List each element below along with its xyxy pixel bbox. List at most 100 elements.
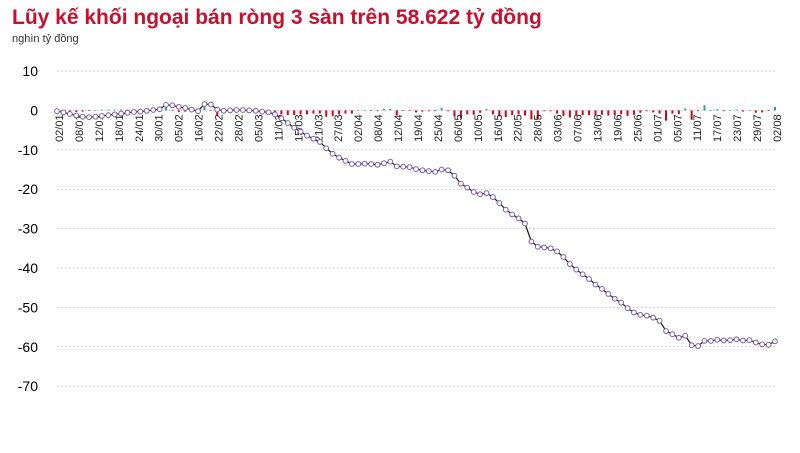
data-point <box>227 107 233 114</box>
data-point <box>438 166 445 173</box>
data-point <box>54 108 60 115</box>
x-tick-label: 27/03 <box>333 114 345 142</box>
data-point <box>714 336 721 343</box>
daily-bar <box>632 110 635 115</box>
daily-bar <box>767 110 770 111</box>
x-tick-label: 05/03 <box>253 114 265 142</box>
x-tick-label: 02/08 <box>772 114 784 142</box>
y-tick-label: 10 <box>22 63 38 79</box>
data-point <box>368 161 375 167</box>
data-point <box>547 245 554 252</box>
daily-bar <box>671 110 674 114</box>
x-tick-label: 22/02 <box>214 114 226 142</box>
daily-bar <box>543 110 546 112</box>
daily-bar <box>312 110 315 114</box>
data-point <box>214 106 221 113</box>
daily-bar <box>453 110 456 116</box>
data-point <box>656 317 663 324</box>
data-point <box>669 331 676 338</box>
data-point <box>381 160 387 167</box>
daily-bar <box>389 108 392 111</box>
y-tick-label: -20 <box>18 181 38 197</box>
data-point <box>150 107 157 113</box>
data-point <box>348 161 355 167</box>
daily-bar <box>754 110 757 113</box>
daily-bar <box>588 110 591 116</box>
daily-bar <box>504 110 507 118</box>
daily-bar <box>280 110 283 115</box>
daily-bar <box>530 110 533 120</box>
daily-bar <box>415 110 417 113</box>
data-point <box>400 163 407 170</box>
data-point <box>490 194 496 200</box>
data-point <box>163 101 169 108</box>
daily-bar <box>376 110 379 112</box>
data-point <box>278 115 285 122</box>
daily-bar <box>658 110 661 114</box>
y-tick-label: -40 <box>18 260 38 276</box>
daily-bar <box>299 110 302 115</box>
data-point <box>304 132 310 139</box>
daily-bar <box>440 108 443 111</box>
x-tick-label: 16/05 <box>493 114 505 142</box>
data-point <box>86 114 92 120</box>
data-point <box>618 299 625 306</box>
data-point <box>611 295 618 302</box>
data-point <box>131 109 137 115</box>
daily-bar <box>293 110 296 116</box>
daily-bar <box>741 110 744 112</box>
data-point <box>240 107 246 113</box>
y-tick-label: -10 <box>18 142 38 158</box>
daily-bar <box>575 110 578 116</box>
daily-bar <box>677 110 680 114</box>
data-point <box>464 184 471 191</box>
data-point <box>92 113 99 120</box>
data-point <box>406 164 413 171</box>
data-point <box>457 180 464 187</box>
data-point <box>772 338 778 345</box>
x-tick-label: 29/07 <box>752 114 764 142</box>
daily-bar <box>94 110 97 111</box>
x-tick-label: 13/06 <box>593 114 605 142</box>
x-tick-label: 30/01 <box>154 114 166 142</box>
daily-bar <box>273 110 276 113</box>
data-point <box>541 244 548 251</box>
data-point <box>695 343 701 349</box>
daily-bar <box>395 110 398 116</box>
daily-bar <box>306 110 309 115</box>
daily-bar <box>645 110 648 112</box>
data-point <box>701 337 708 344</box>
data-point <box>156 106 163 113</box>
daily-bar <box>113 109 116 111</box>
data-point <box>502 206 509 213</box>
x-tick-label: 25/04 <box>433 114 445 142</box>
x-tick-label: 23/07 <box>732 114 744 142</box>
daily-bar <box>517 110 520 115</box>
data-point <box>252 107 259 114</box>
data-point <box>182 105 189 111</box>
data-point <box>496 200 503 206</box>
data-point <box>220 107 227 114</box>
daily-bar <box>556 110 559 114</box>
y-tick-label: -60 <box>18 339 38 355</box>
data-point <box>342 157 349 164</box>
daily-bar <box>626 110 629 116</box>
data-point <box>98 113 105 119</box>
data-point <box>310 135 317 142</box>
daily-bar <box>761 110 764 113</box>
daily-bar <box>363 110 366 111</box>
daily-bar <box>639 110 642 113</box>
daily-bar <box>466 110 469 115</box>
data-point <box>336 154 342 161</box>
x-tick-label: 28/05 <box>533 114 545 142</box>
data-point <box>740 337 746 344</box>
daily-bar <box>594 110 597 116</box>
data-point <box>79 113 86 120</box>
daily-bar <box>523 110 526 116</box>
data-point <box>707 337 714 344</box>
data-point <box>124 109 131 116</box>
x-tick-label: 19/04 <box>413 114 425 142</box>
data-point <box>111 111 118 118</box>
daily-bar <box>581 110 584 116</box>
data-point <box>451 172 458 179</box>
